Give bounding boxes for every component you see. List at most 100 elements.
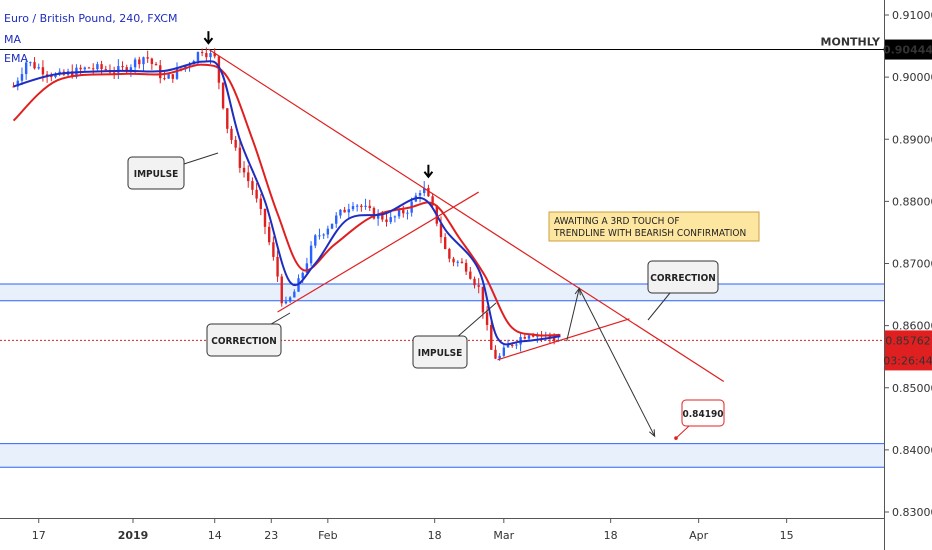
candle-body bbox=[242, 167, 246, 173]
candle-body bbox=[142, 57, 145, 65]
candle-body bbox=[230, 128, 233, 140]
impulse-label-1-box bbox=[127, 156, 185, 190]
candle-body bbox=[146, 57, 149, 59]
monthly-price-text: 0.90444 bbox=[883, 44, 932, 57]
candle-body bbox=[490, 324, 493, 350]
candle-body bbox=[448, 248, 451, 259]
candle-body bbox=[280, 276, 283, 304]
candle-body bbox=[305, 263, 309, 273]
candle-body bbox=[389, 217, 392, 223]
top-arrow-2-icon bbox=[423, 171, 434, 179]
correction-label-1-text: CORRECTION bbox=[211, 336, 277, 347]
correction-label-2: CORRECTION bbox=[647, 260, 719, 321]
note-line-2: TRENDLINE WITH BEARISH CONFIRMATION bbox=[553, 228, 746, 239]
candle-body bbox=[485, 312, 489, 325]
candle-body bbox=[423, 188, 426, 193]
zones-layer bbox=[0, 283, 884, 468]
candle-body bbox=[506, 345, 510, 348]
candle-body bbox=[24, 62, 28, 75]
candle-body bbox=[309, 245, 313, 264]
candle-body bbox=[259, 198, 263, 209]
note-line-1: AWAITING A 3RD TOUCH OF bbox=[554, 216, 680, 227]
impulse-label-2-box bbox=[412, 335, 468, 369]
target-label-text: 0.84190 bbox=[683, 409, 724, 420]
candle-body bbox=[515, 344, 518, 346]
candle-body bbox=[385, 219, 388, 223]
candle-body bbox=[464, 262, 468, 272]
note-box-bg bbox=[548, 211, 760, 242]
candle-body bbox=[301, 272, 304, 279]
candle-body bbox=[167, 74, 170, 79]
candle-body bbox=[100, 64, 103, 70]
candle-body bbox=[498, 355, 501, 359]
candle-body bbox=[443, 237, 447, 249]
target-dot bbox=[674, 436, 678, 440]
x-tick-label: 18 bbox=[604, 529, 618, 542]
candle-body bbox=[360, 205, 363, 207]
candle-body bbox=[263, 208, 267, 227]
impulse-label-2: IMPULSE bbox=[412, 302, 497, 369]
candle-body bbox=[79, 67, 82, 70]
candle-body bbox=[12, 86, 15, 88]
candle-body bbox=[234, 139, 237, 148]
candle-body bbox=[322, 234, 325, 236]
candle-body bbox=[150, 58, 154, 64]
rising-trendline-1 bbox=[277, 191, 479, 313]
candle-body bbox=[439, 223, 443, 238]
candle-body bbox=[343, 209, 346, 213]
candle-body bbox=[16, 80, 19, 87]
candle-body bbox=[355, 205, 359, 207]
candle-body bbox=[284, 301, 288, 304]
current-price-text: 0.85762 bbox=[885, 334, 931, 347]
impulse-label-1: IMPULSE bbox=[127, 152, 219, 190]
projection-up-arrow bbox=[566, 288, 580, 342]
candle-body bbox=[460, 261, 464, 263]
support-zone bbox=[0, 443, 884, 468]
candle-body bbox=[71, 71, 74, 77]
candle-body bbox=[381, 213, 384, 220]
candle-body bbox=[276, 256, 279, 277]
candle-body bbox=[469, 271, 472, 279]
candle-body bbox=[406, 212, 409, 214]
candle-body bbox=[54, 74, 57, 78]
rising-trendline-2 bbox=[497, 318, 630, 361]
candle-body bbox=[293, 291, 296, 298]
candle-body bbox=[226, 108, 229, 129]
candle-body bbox=[427, 188, 430, 197]
candle-body bbox=[347, 209, 351, 213]
x-tick-label: 18 bbox=[428, 529, 442, 542]
candle-body bbox=[523, 337, 526, 339]
target-label-box bbox=[681, 399, 725, 427]
candle-body bbox=[200, 52, 204, 54]
candle-body bbox=[20, 74, 24, 81]
candle-body bbox=[125, 67, 128, 72]
candle-body bbox=[138, 59, 141, 65]
candle-body bbox=[112, 72, 116, 74]
chart-title: Euro / British Pound, 240, FXCM bbox=[4, 12, 177, 25]
candle-body bbox=[171, 74, 175, 79]
candle-body bbox=[209, 53, 212, 58]
candle-body bbox=[335, 215, 338, 224]
candle-body bbox=[33, 62, 36, 69]
candle-body bbox=[368, 205, 371, 208]
x-tick-label: 23 bbox=[264, 529, 278, 542]
impulse-label-1-text: IMPULSE bbox=[134, 169, 179, 180]
candle-body bbox=[41, 67, 45, 75]
candle-body bbox=[372, 207, 376, 219]
x-tick-label: 2019 bbox=[118, 529, 149, 542]
ma-line bbox=[13, 60, 561, 346]
candle-body bbox=[117, 66, 120, 73]
candle-body bbox=[29, 62, 32, 64]
candle-body bbox=[481, 286, 485, 313]
candle-body bbox=[473, 278, 476, 286]
price-tags: 0.90444 0.85762 03:26:44 bbox=[883, 39, 932, 371]
candle-body bbox=[452, 258, 455, 263]
candle-body bbox=[477, 285, 480, 287]
correction-label-1-box bbox=[206, 323, 282, 357]
candle-body bbox=[154, 63, 158, 66]
annotations-layer: IMPULSE CORRECTION IMPULSE CORRECTION 0.8419… bbox=[127, 152, 760, 440]
